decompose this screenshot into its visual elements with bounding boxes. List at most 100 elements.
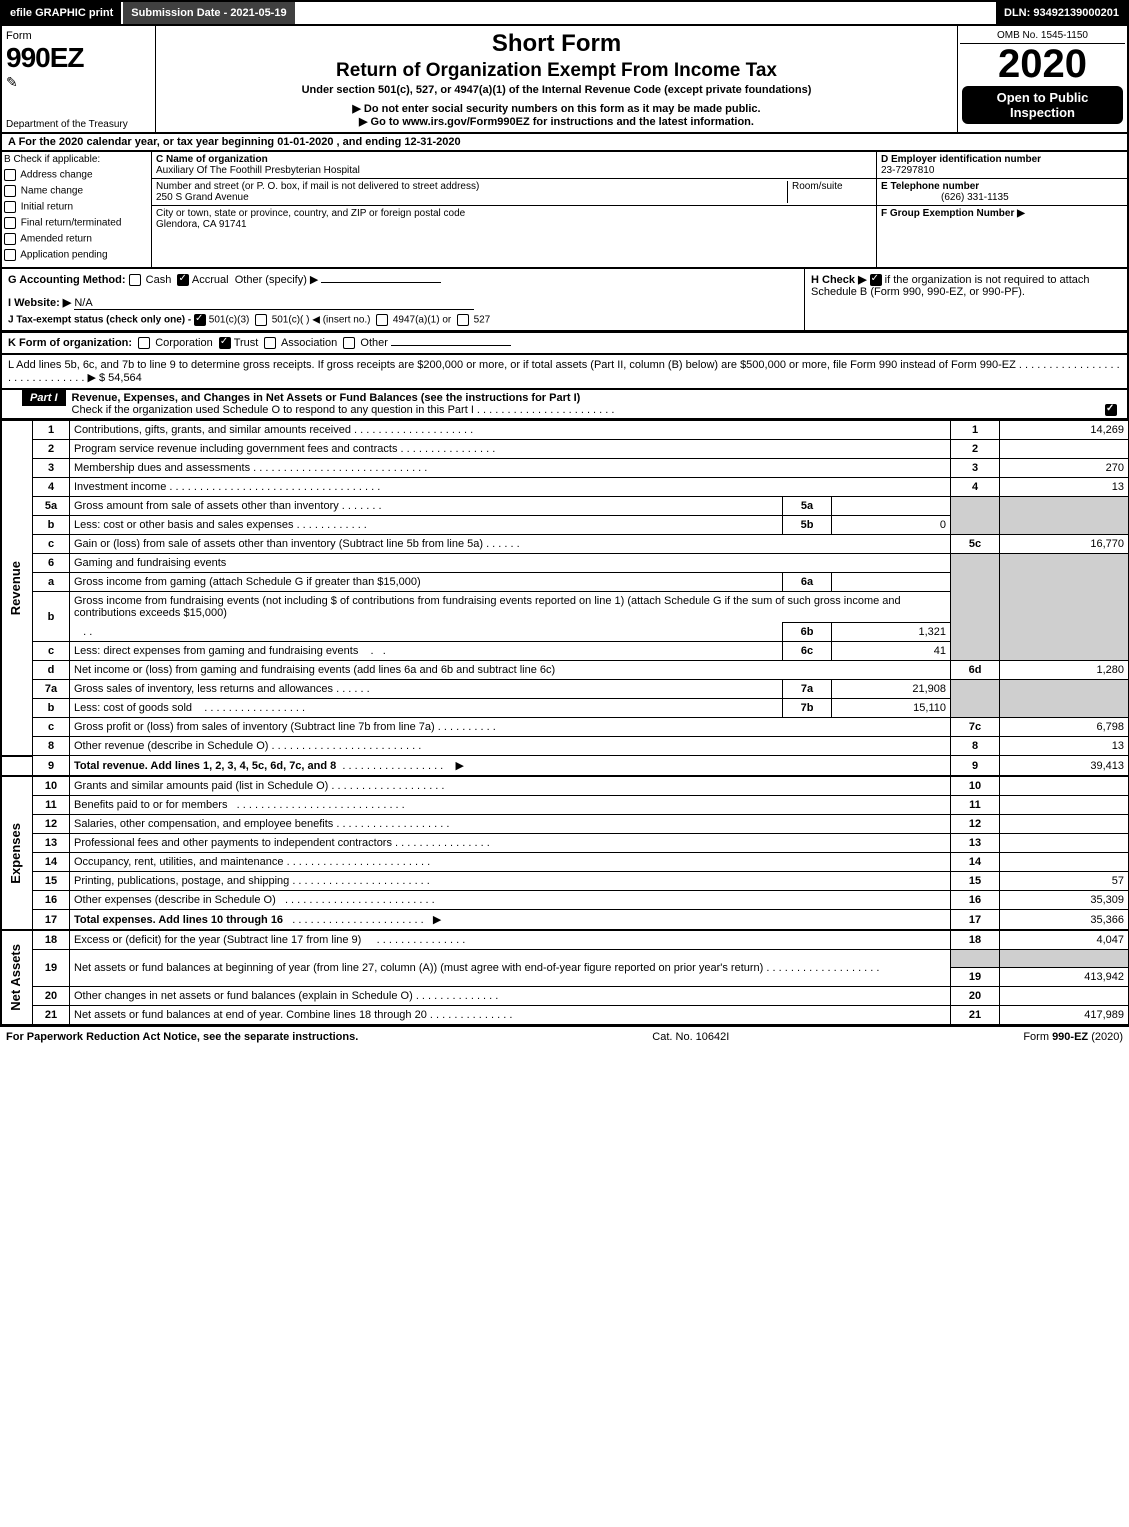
line-8-desc: Other revenue (describe in Schedule O) — [74, 740, 268, 752]
revenue-table: Revenue 1 Contributions, gifts, grants, … — [0, 420, 1129, 1025]
chk-pending[interactable] — [4, 249, 16, 261]
chk-h[interactable] — [870, 274, 882, 286]
submission-date: Submission Date - 2021-05-19 — [123, 2, 294, 24]
line-21-desc: Net assets or fund balances at end of ye… — [74, 1009, 427, 1021]
d-label: D Employer identification number — [881, 154, 1041, 165]
phone: (626) 331-1135 — [881, 192, 1009, 203]
lbl-assoc: Association — [281, 337, 337, 349]
line-4-desc: Investment income — [74, 481, 166, 493]
line-6-desc: Gaming and fundraising events — [70, 554, 951, 573]
chk-corp[interactable] — [138, 337, 150, 349]
line-17-box: 17 — [951, 910, 1000, 931]
line-14-box: 14 — [951, 853, 1000, 872]
lbl-trust: Trust — [234, 337, 259, 349]
line-6b-no: b — [33, 592, 70, 642]
line-5a-subval — [832, 497, 951, 516]
line-4-box: 4 — [951, 478, 1000, 497]
department: Department of the Treasury — [6, 119, 128, 130]
lbl-address-change: Address change — [20, 170, 92, 181]
line-16-val: 35,309 — [1000, 891, 1129, 910]
lbl-initial: Initial return — [21, 202, 73, 213]
chk-accrual[interactable] — [177, 274, 189, 286]
row-l: L Add lines 5b, 6c, and 7b to line 9 to … — [0, 355, 1129, 390]
street-address: 250 S Grand Avenue — [156, 192, 249, 203]
line-6b-subbox: 6b — [783, 623, 832, 642]
chk-other-org[interactable] — [343, 337, 355, 349]
line-5c-val: 16,770 — [1000, 535, 1129, 554]
line-6a-subval — [832, 573, 951, 592]
line-6d-no: d — [33, 661, 70, 680]
line-7a-subval: 21,908 — [832, 680, 951, 699]
lbl-corp: Corporation — [155, 337, 212, 349]
lbl-amended: Amended return — [20, 234, 92, 245]
chk-cash[interactable] — [129, 274, 141, 286]
lbl-name-change: Name change — [21, 186, 83, 197]
room-label: Room/suite — [792, 181, 843, 192]
city-state-zip: Glendora, CA 91741 — [156, 219, 872, 230]
line-3-val: 270 — [1000, 459, 1129, 478]
goto-link[interactable]: ▶ Go to www.irs.gov/Form990EZ for instru… — [166, 115, 947, 128]
chk-amended[interactable] — [4, 233, 16, 245]
chk-address-change[interactable] — [4, 169, 16, 181]
line-1-val: 14,269 — [1000, 421, 1129, 440]
line-6d-desc: Net income or (loss) from gaming and fun… — [70, 661, 951, 680]
line-21-val: 417,989 — [1000, 1005, 1129, 1024]
netassets-side-label: Net Assets — [6, 934, 25, 1021]
top-bar: efile GRAPHIC print Submission Date - 20… — [0, 0, 1129, 26]
line-14-desc: Occupancy, rent, utilities, and maintena… — [74, 856, 284, 868]
form-header: Form 990EZ ✎ Department of the Treasury … — [0, 26, 1129, 134]
line-1-desc: Contributions, gifts, grants, and simila… — [74, 424, 351, 436]
chk-501c[interactable] — [255, 314, 267, 326]
part1-header: Part I Revenue, Expenses, and Changes in… — [0, 390, 1129, 420]
line-9-box: 9 — [951, 756, 1000, 777]
c-label: C Name of organization — [156, 154, 872, 165]
j-label: J Tax-exempt status (check only one) - — [8, 315, 191, 326]
chk-4947[interactable] — [376, 314, 388, 326]
line-9-no: 9 — [33, 756, 70, 777]
chk-schedule-o[interactable] — [1105, 404, 1117, 416]
col-b-checkboxes: B Check if applicable: Address change Na… — [2, 152, 152, 267]
line-6c-desc: Less: direct expenses from gaming and fu… — [74, 645, 358, 657]
chk-assoc[interactable] — [264, 337, 276, 349]
efile-print-button[interactable]: efile GRAPHIC print — [2, 2, 123, 24]
line-7a-desc: Gross sales of inventory, less returns a… — [74, 683, 333, 695]
h-label: H Check ▶ — [811, 274, 867, 286]
line-19-box: 19 — [951, 967, 1000, 986]
chk-name-change[interactable] — [4, 185, 16, 197]
line-5b-no: b — [33, 516, 70, 535]
line-2-desc: Program service revenue including govern… — [74, 443, 397, 455]
line-17-no: 17 — [33, 910, 70, 931]
page-footer: For Paperwork Reduction Act Notice, see … — [0, 1025, 1129, 1047]
chk-final-return[interactable] — [4, 217, 16, 229]
line-9-val: 39,413 — [1000, 756, 1129, 777]
line-18-box: 18 — [951, 930, 1000, 950]
form-word: Form — [6, 30, 151, 42]
line-7b-no: b — [33, 699, 70, 718]
b-heading: B Check if applicable: — [4, 154, 149, 165]
line-20-desc: Other changes in net assets or fund bala… — [74, 990, 413, 1002]
tax-year: 2020 — [960, 44, 1125, 84]
line-6c-subbox: 6c — [783, 642, 832, 661]
part1-title: Revenue, Expenses, and Changes in Net As… — [72, 392, 581, 404]
lbl-4947: 4947(a)(1) or — [393, 315, 451, 326]
line-10-desc: Grants and similar amounts paid (list in… — [74, 780, 328, 792]
lbl-pending: Application pending — [20, 250, 107, 261]
line-5c-no: c — [33, 535, 70, 554]
dln: DLN: 93492139000201 — [996, 2, 1127, 24]
chk-initial-return[interactable] — [4, 201, 16, 213]
line-6d-val: 1,280 — [1000, 661, 1129, 680]
line-8-box: 8 — [951, 737, 1000, 756]
line-6b-subval: 1,321 — [832, 623, 951, 642]
chk-527[interactable] — [457, 314, 469, 326]
chk-trust[interactable] — [219, 337, 231, 349]
line-12-desc: Salaries, other compensation, and employ… — [74, 818, 333, 830]
line-17-val: 35,366 — [1000, 910, 1129, 931]
lbl-other-org: Other — [360, 337, 388, 349]
line-14-val — [1000, 853, 1129, 872]
form-number-box: Form 990EZ ✎ Department of the Treasury — [2, 26, 156, 132]
line-18-val: 4,047 — [1000, 930, 1129, 950]
chk-501c3[interactable] — [194, 314, 206, 326]
title-box: Short Form Return of Organization Exempt… — [156, 26, 957, 132]
line-2-no: 2 — [33, 440, 70, 459]
lbl-cash: Cash — [146, 274, 172, 286]
